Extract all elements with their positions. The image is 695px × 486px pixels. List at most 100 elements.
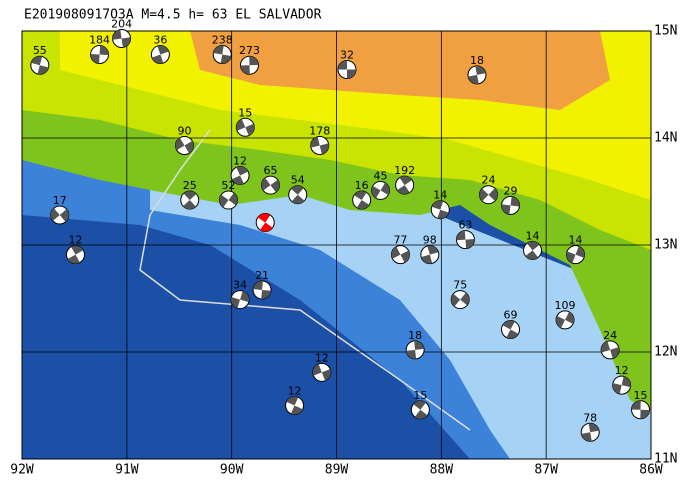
beachball-quadrant xyxy=(290,405,303,415)
depth-label: 15 xyxy=(238,106,252,119)
event-beachball xyxy=(30,55,50,75)
depth-label: 45 xyxy=(374,169,388,182)
beachball-quadrant xyxy=(121,37,131,48)
depth-label: 52 xyxy=(222,179,236,192)
depth-label: 69 xyxy=(504,309,518,322)
beachball-quadrant xyxy=(581,432,592,442)
beachball-quadrant xyxy=(261,177,271,191)
beachball-quadrant xyxy=(565,311,575,324)
beachball-quadrant xyxy=(37,65,49,75)
depth-label: 17 xyxy=(53,194,67,207)
depth-label: 14 xyxy=(569,234,583,247)
beachball-quadrant xyxy=(310,136,320,148)
beachball-quadrant xyxy=(231,175,244,185)
beachball-quadrant xyxy=(236,166,249,176)
mountain xyxy=(190,31,610,110)
event-beachball xyxy=(352,190,372,210)
depth-label: 98 xyxy=(423,234,437,247)
event-beachball xyxy=(566,245,586,265)
depth-label: 15 xyxy=(413,389,427,402)
depth-label: 15 xyxy=(634,389,648,402)
event-beachball xyxy=(390,245,410,265)
beachball-quadrant xyxy=(219,194,229,208)
beachball-quadrant xyxy=(291,194,305,204)
depth-label: 14 xyxy=(526,229,540,242)
event-beachball xyxy=(405,340,425,360)
event-beachball xyxy=(479,185,499,205)
event-beachball xyxy=(239,55,259,75)
beachball-quadrant xyxy=(291,185,304,195)
beachball-quadrant xyxy=(236,119,246,131)
event-beachball xyxy=(312,362,332,382)
event-beachball xyxy=(395,175,415,195)
depth-label: 273 xyxy=(239,44,260,57)
depth-label: 184 xyxy=(89,34,110,47)
beachball-quadrant xyxy=(526,241,540,251)
beachball-quadrant xyxy=(501,204,511,215)
depth-label: 109 xyxy=(555,299,576,312)
event-beachball xyxy=(310,135,330,155)
depth-label: 34 xyxy=(233,279,247,292)
beachball-quadrant xyxy=(612,383,622,394)
beachball-quadrant xyxy=(427,245,439,255)
event-beachball xyxy=(180,190,200,210)
beachball-quadrant xyxy=(413,400,426,410)
beachball-quadrant xyxy=(414,409,428,419)
event-beachball xyxy=(112,28,132,48)
depth-label: 12 xyxy=(68,234,82,247)
beachball-quadrant xyxy=(575,246,585,258)
beachball-quadrant xyxy=(456,230,466,241)
depth-label: 18 xyxy=(408,329,422,342)
beachball-quadrant xyxy=(228,192,238,206)
beachball-quadrant xyxy=(400,250,410,263)
beachball-quadrant xyxy=(631,400,641,410)
event-beachball xyxy=(450,290,470,310)
event-beachball xyxy=(260,175,280,195)
beachball-quadrant xyxy=(31,56,43,66)
depth-label: 55 xyxy=(33,44,47,57)
beachball-quadrant xyxy=(465,239,475,249)
event-beachball xyxy=(555,310,575,330)
beachball-quadrant xyxy=(240,65,250,75)
event-beachball xyxy=(337,60,357,80)
beachball-quadrant xyxy=(601,341,611,353)
event-beachball xyxy=(90,45,110,65)
beachball-quadrant xyxy=(346,69,356,79)
depth-label: 36 xyxy=(153,34,167,47)
depth-label: 12 xyxy=(288,385,302,398)
event-beachball xyxy=(420,245,440,265)
event-beachball xyxy=(230,165,250,185)
depth-label: 25 xyxy=(183,179,197,192)
depth-label: 32 xyxy=(340,49,354,62)
event-beachball xyxy=(430,200,450,220)
depth-label: 16 xyxy=(355,179,369,192)
beachball-quadrant xyxy=(319,143,329,155)
beachball-quadrant xyxy=(437,209,449,219)
event-beachball xyxy=(219,190,239,210)
beachball-quadrant xyxy=(249,56,259,66)
event-beachball xyxy=(467,65,487,85)
beachball-quadrant xyxy=(59,209,69,222)
beachball-quadrant xyxy=(184,140,194,154)
beachball-quadrant xyxy=(460,292,470,306)
beachball-quadrant xyxy=(510,196,520,207)
x-tick-label: 87W xyxy=(534,463,558,478)
y-tick-label: 14N xyxy=(654,131,677,146)
event-beachball xyxy=(285,396,305,415)
beachball-quadrant xyxy=(421,254,433,264)
beachball-quadrant xyxy=(391,246,401,259)
beachball-quadrant xyxy=(556,315,566,328)
event-beachball xyxy=(252,280,272,300)
x-tick-label: 89W xyxy=(325,463,349,478)
beachball-quadrant xyxy=(260,222,273,232)
x-tick-label: 92W xyxy=(10,463,34,478)
event-beachball xyxy=(50,205,70,225)
beachball-quadrant xyxy=(397,185,410,195)
beachball-quadrant xyxy=(312,363,322,376)
shelf xyxy=(150,190,651,459)
depth-label: 12 xyxy=(615,364,629,377)
beachball-quadrant xyxy=(502,320,515,330)
event-beachball xyxy=(580,422,600,442)
beachball-quadrant xyxy=(640,409,650,419)
